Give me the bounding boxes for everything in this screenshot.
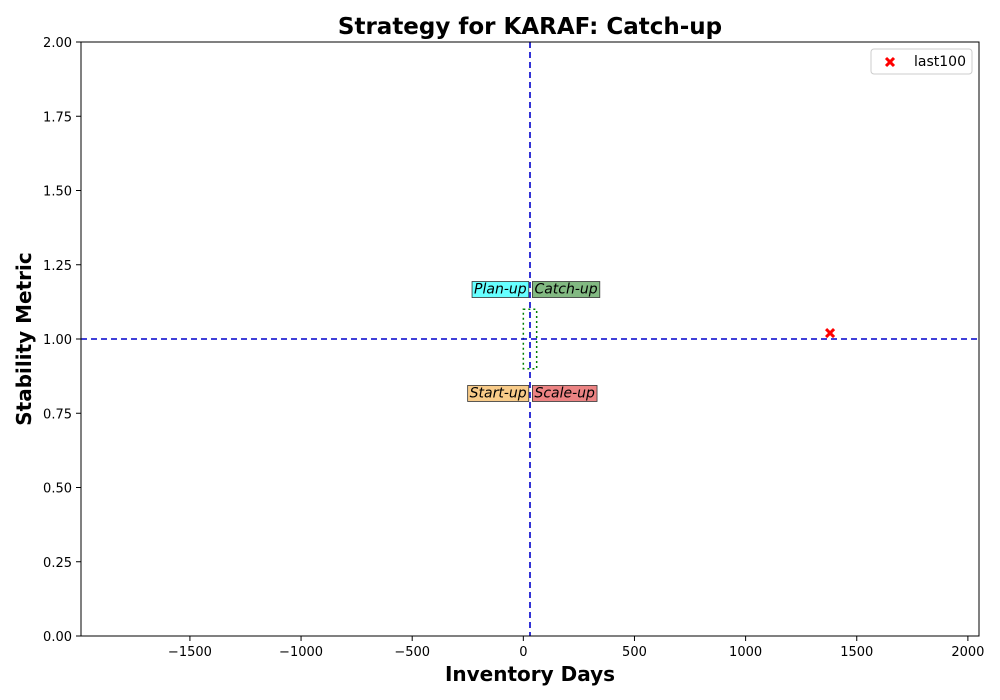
y-tick-label: 1.25 <box>43 259 72 274</box>
data-point-last100 <box>825 327 836 339</box>
legend-marker-icon <box>884 56 896 68</box>
quadrant-label-text: Plan-up <box>474 282 527 298</box>
legend: last100 <box>870 48 973 75</box>
y-tick-label: 0.25 <box>43 556 72 571</box>
chart-title: Strategy for KARAF: Catch-up <box>338 14 722 40</box>
legend-label-last100: last100 <box>914 54 966 70</box>
quadrant-label-plan-up: Plan-up <box>471 281 530 298</box>
quadrant-label-text: Catch-up <box>534 282 597 298</box>
quadrant-label-box <box>467 385 530 402</box>
quadrant-label-start-up: Start-up <box>467 385 530 402</box>
y-tick-label: 1.75 <box>43 110 72 125</box>
y-tick-label: 1.50 <box>43 185 72 200</box>
reference-lines <box>81 42 979 636</box>
x-tick-label: 500 <box>622 645 647 660</box>
marker-stroke <box>884 56 896 68</box>
quadrant-label-catch-up: Catch-up <box>532 281 601 298</box>
quadrant-label-scale-up: Scale-up <box>532 385 598 402</box>
y-tick-label: 0.50 <box>43 482 72 497</box>
data-points <box>825 327 836 339</box>
quadrant-label-box <box>532 281 601 298</box>
quadrant-label-text: Scale-up <box>534 385 595 401</box>
x-tick-label: 2000 <box>951 645 984 660</box>
legend-box <box>870 48 973 75</box>
x-tick-label: −1500 <box>168 645 212 660</box>
y-tick-label: 0.00 <box>43 630 72 645</box>
y-axis-ticks: 0.00 0.25 0.50 0.75 1.00 1.25 1.50 1.75 2.00 <box>43 36 81 645</box>
quadrant-label-text: Start-up <box>470 385 527 401</box>
quadrant-labels: Plan-up Catch-up Start-up Scale-up <box>467 281 601 402</box>
x-tick-label: −500 <box>394 645 430 660</box>
y-tick-label: 0.75 <box>43 407 72 422</box>
y-tick-label: 1.00 <box>43 333 72 348</box>
x-tick-label: 0 <box>519 645 527 660</box>
quadrant-label-box <box>532 385 598 402</box>
x-tick-label: 1000 <box>729 645 762 660</box>
x-tick-label: −1000 <box>279 645 323 660</box>
x-axis-ticks: −1500 −1000 −500 0 500 1000 1500 2000 <box>168 636 984 660</box>
x-tick-label: 1500 <box>840 645 873 660</box>
y-axis-label: Stability Metric <box>12 252 36 426</box>
x-axis-label: Inventory Days <box>445 662 615 686</box>
legend-marker-last100 <box>884 56 896 68</box>
quadrant-label-box <box>471 281 530 298</box>
marker-stroke <box>825 327 836 339</box>
y-tick-label: 2.00 <box>43 36 72 51</box>
